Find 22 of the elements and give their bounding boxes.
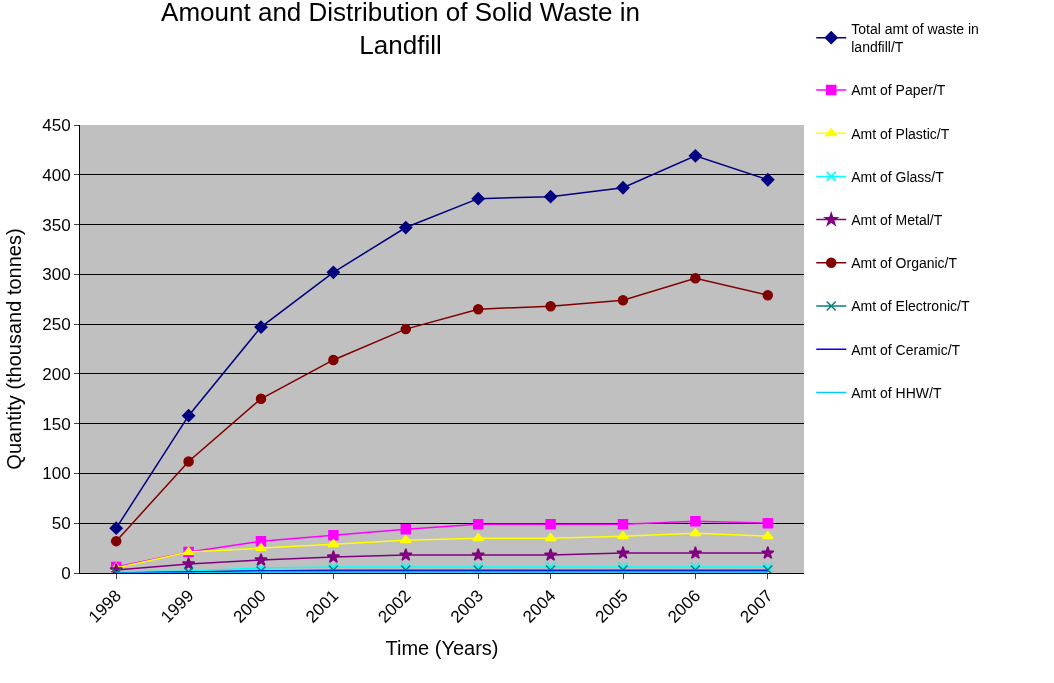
y-tick-label: 50 <box>51 514 71 534</box>
legend-label: Total amt of waste in landfill/T <box>851 21 979 56</box>
legend-label: Amt of Organic/T <box>851 255 958 272</box>
y-axis-title: Quantity (thousand tonnes) <box>2 228 25 470</box>
legend-label: Amt of Glass/T <box>851 168 945 185</box>
legend-label: Amt of Metal/T <box>851 212 943 229</box>
legend-label: Amt of HHW/T <box>851 384 942 401</box>
y-tick-label: 150 <box>42 414 71 434</box>
y-tick-label: 200 <box>42 364 71 384</box>
y-tick-label: 250 <box>42 315 71 335</box>
legend-label: Amt of Paper/T <box>851 82 946 99</box>
y-tick-label: 450 <box>42 115 71 135</box>
legend-label: Amt of Plastic/T <box>851 125 950 142</box>
y-tick-label: 0 <box>61 563 71 583</box>
y-tick-label: 400 <box>42 165 71 185</box>
chart-title: Amount and Distribution of Solid Waste in Landfill <box>161 0 640 61</box>
legend-label: Amt of Ceramic/T <box>851 341 961 358</box>
legend-label: Amt of Electronic/T <box>851 298 970 315</box>
y-tick-label: 100 <box>42 464 71 484</box>
x-axis-title: Time (Years) <box>385 636 499 659</box>
y-tick-label: 300 <box>42 265 71 285</box>
y-tick-label: 350 <box>42 215 71 235</box>
